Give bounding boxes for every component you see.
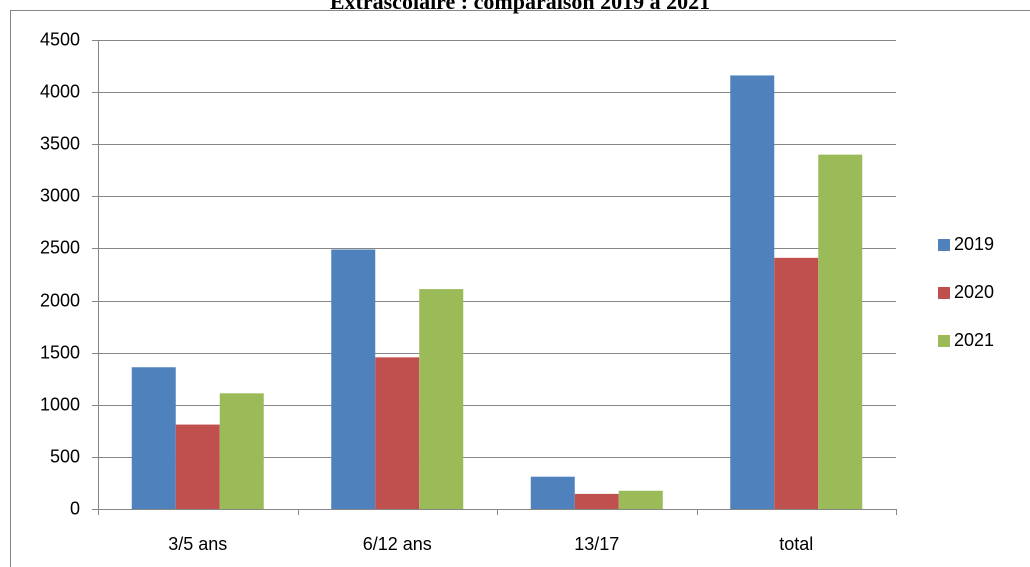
x-tick-label: 3/5 ans	[168, 534, 227, 554]
bar	[774, 257, 819, 509]
y-tick-label: 4500	[40, 29, 80, 49]
y-tick-label: 3000	[40, 185, 80, 205]
bar	[530, 476, 575, 509]
legend-label: 2020	[954, 282, 994, 302]
y-tick-label: 1500	[40, 342, 80, 362]
legend-label: 2021	[954, 330, 994, 350]
bar	[219, 393, 264, 509]
y-tick-label: 4000	[40, 81, 80, 101]
y-tick-label: 1000	[40, 394, 80, 414]
bar	[419, 289, 464, 509]
bar	[375, 357, 420, 509]
y-tick-label: 2000	[40, 290, 80, 310]
legend-swatch	[938, 287, 950, 299]
y-tick-label: 2500	[40, 237, 80, 257]
bar	[331, 249, 376, 509]
legend-swatch	[938, 239, 950, 251]
bar	[730, 75, 775, 510]
y-tick-label: 3500	[40, 133, 80, 153]
bar	[574, 493, 619, 509]
x-tick-label: total	[779, 534, 813, 554]
bar	[818, 154, 863, 509]
bar	[175, 424, 220, 509]
chart-border	[10, 10, 1030, 567]
y-tick-label: 500	[50, 446, 80, 466]
legend-swatch	[938, 335, 950, 347]
x-tick-label: 13/17	[574, 534, 619, 554]
bar	[618, 490, 663, 509]
chart-title: Extrascolaire : comparaison 2019 à 2021	[330, 0, 710, 14]
bar	[131, 367, 176, 509]
legend-label: 2019	[954, 234, 994, 254]
y-tick-label: 0	[70, 498, 80, 518]
x-tick-label: 6/12 ans	[363, 534, 432, 554]
